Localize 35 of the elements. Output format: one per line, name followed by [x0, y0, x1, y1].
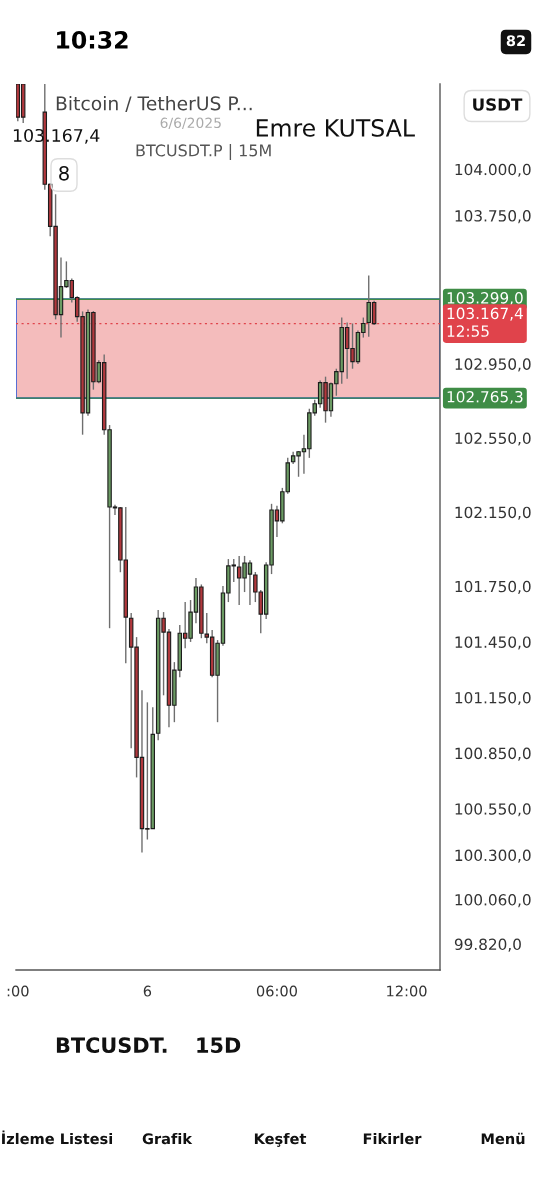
x-tick-label: :00 [7, 985, 29, 997]
ref-line-label: 103.167,4 12:55 [447, 307, 523, 337]
text: Menü [481, 1132, 525, 1145]
text: 15D [197, 1037, 241, 1054]
y-tick-label: 104.000,0 [455, 163, 531, 177]
x-tick-label: 6 [143, 985, 152, 997]
x-tick-label: 12:00 [387, 985, 427, 997]
y-tick-label: 101.450,0 [455, 636, 531, 650]
annotation: 6/6/2025 [160, 117, 221, 130]
text: 82 [506, 35, 525, 47]
y-tick-label: 102.150,0 [455, 506, 531, 520]
text: BTCUSDT. [56, 1037, 167, 1054]
y-tick-label: 99.820,0 [454, 938, 521, 952]
annotation: Emre KUTSAL [256, 118, 415, 137]
text: Grafik [142, 1132, 193, 1145]
ref-line-label: 103.299,0 [447, 292, 523, 306]
text: Fikirler [363, 1132, 422, 1145]
y-tick-label: 100.850,0 [455, 747, 531, 761]
y-tick-label: 101.150,0 [455, 691, 531, 706]
ref-line-label: 102.765,3 [447, 391, 523, 405]
text: İzleme Listesi [2, 1130, 113, 1145]
text: Keşfet [254, 1132, 307, 1147]
y-tick-label: 102.550,0 [455, 432, 531, 446]
text: BTCUSDT.P | 15M [136, 144, 271, 160]
text: 10:32 [57, 30, 128, 49]
y-tick-label: 102.950,0 [455, 358, 531, 372]
y-axis-title: USDT [473, 98, 523, 111]
y-tick-label: 100.300,0 [455, 849, 531, 863]
text: Bitcoin / TetherUS P... [56, 95, 252, 112]
y-tick-label: 103.750,0 [455, 210, 531, 224]
y-tick-label: 101.750,0 [455, 580, 531, 594]
y-tick-label: 100.550,0 [455, 803, 531, 817]
x-tick-label: 06:00 [256, 985, 297, 997]
y-tick-label: 100.060,0 [455, 894, 531, 908]
annotation: 8 [59, 165, 69, 181]
